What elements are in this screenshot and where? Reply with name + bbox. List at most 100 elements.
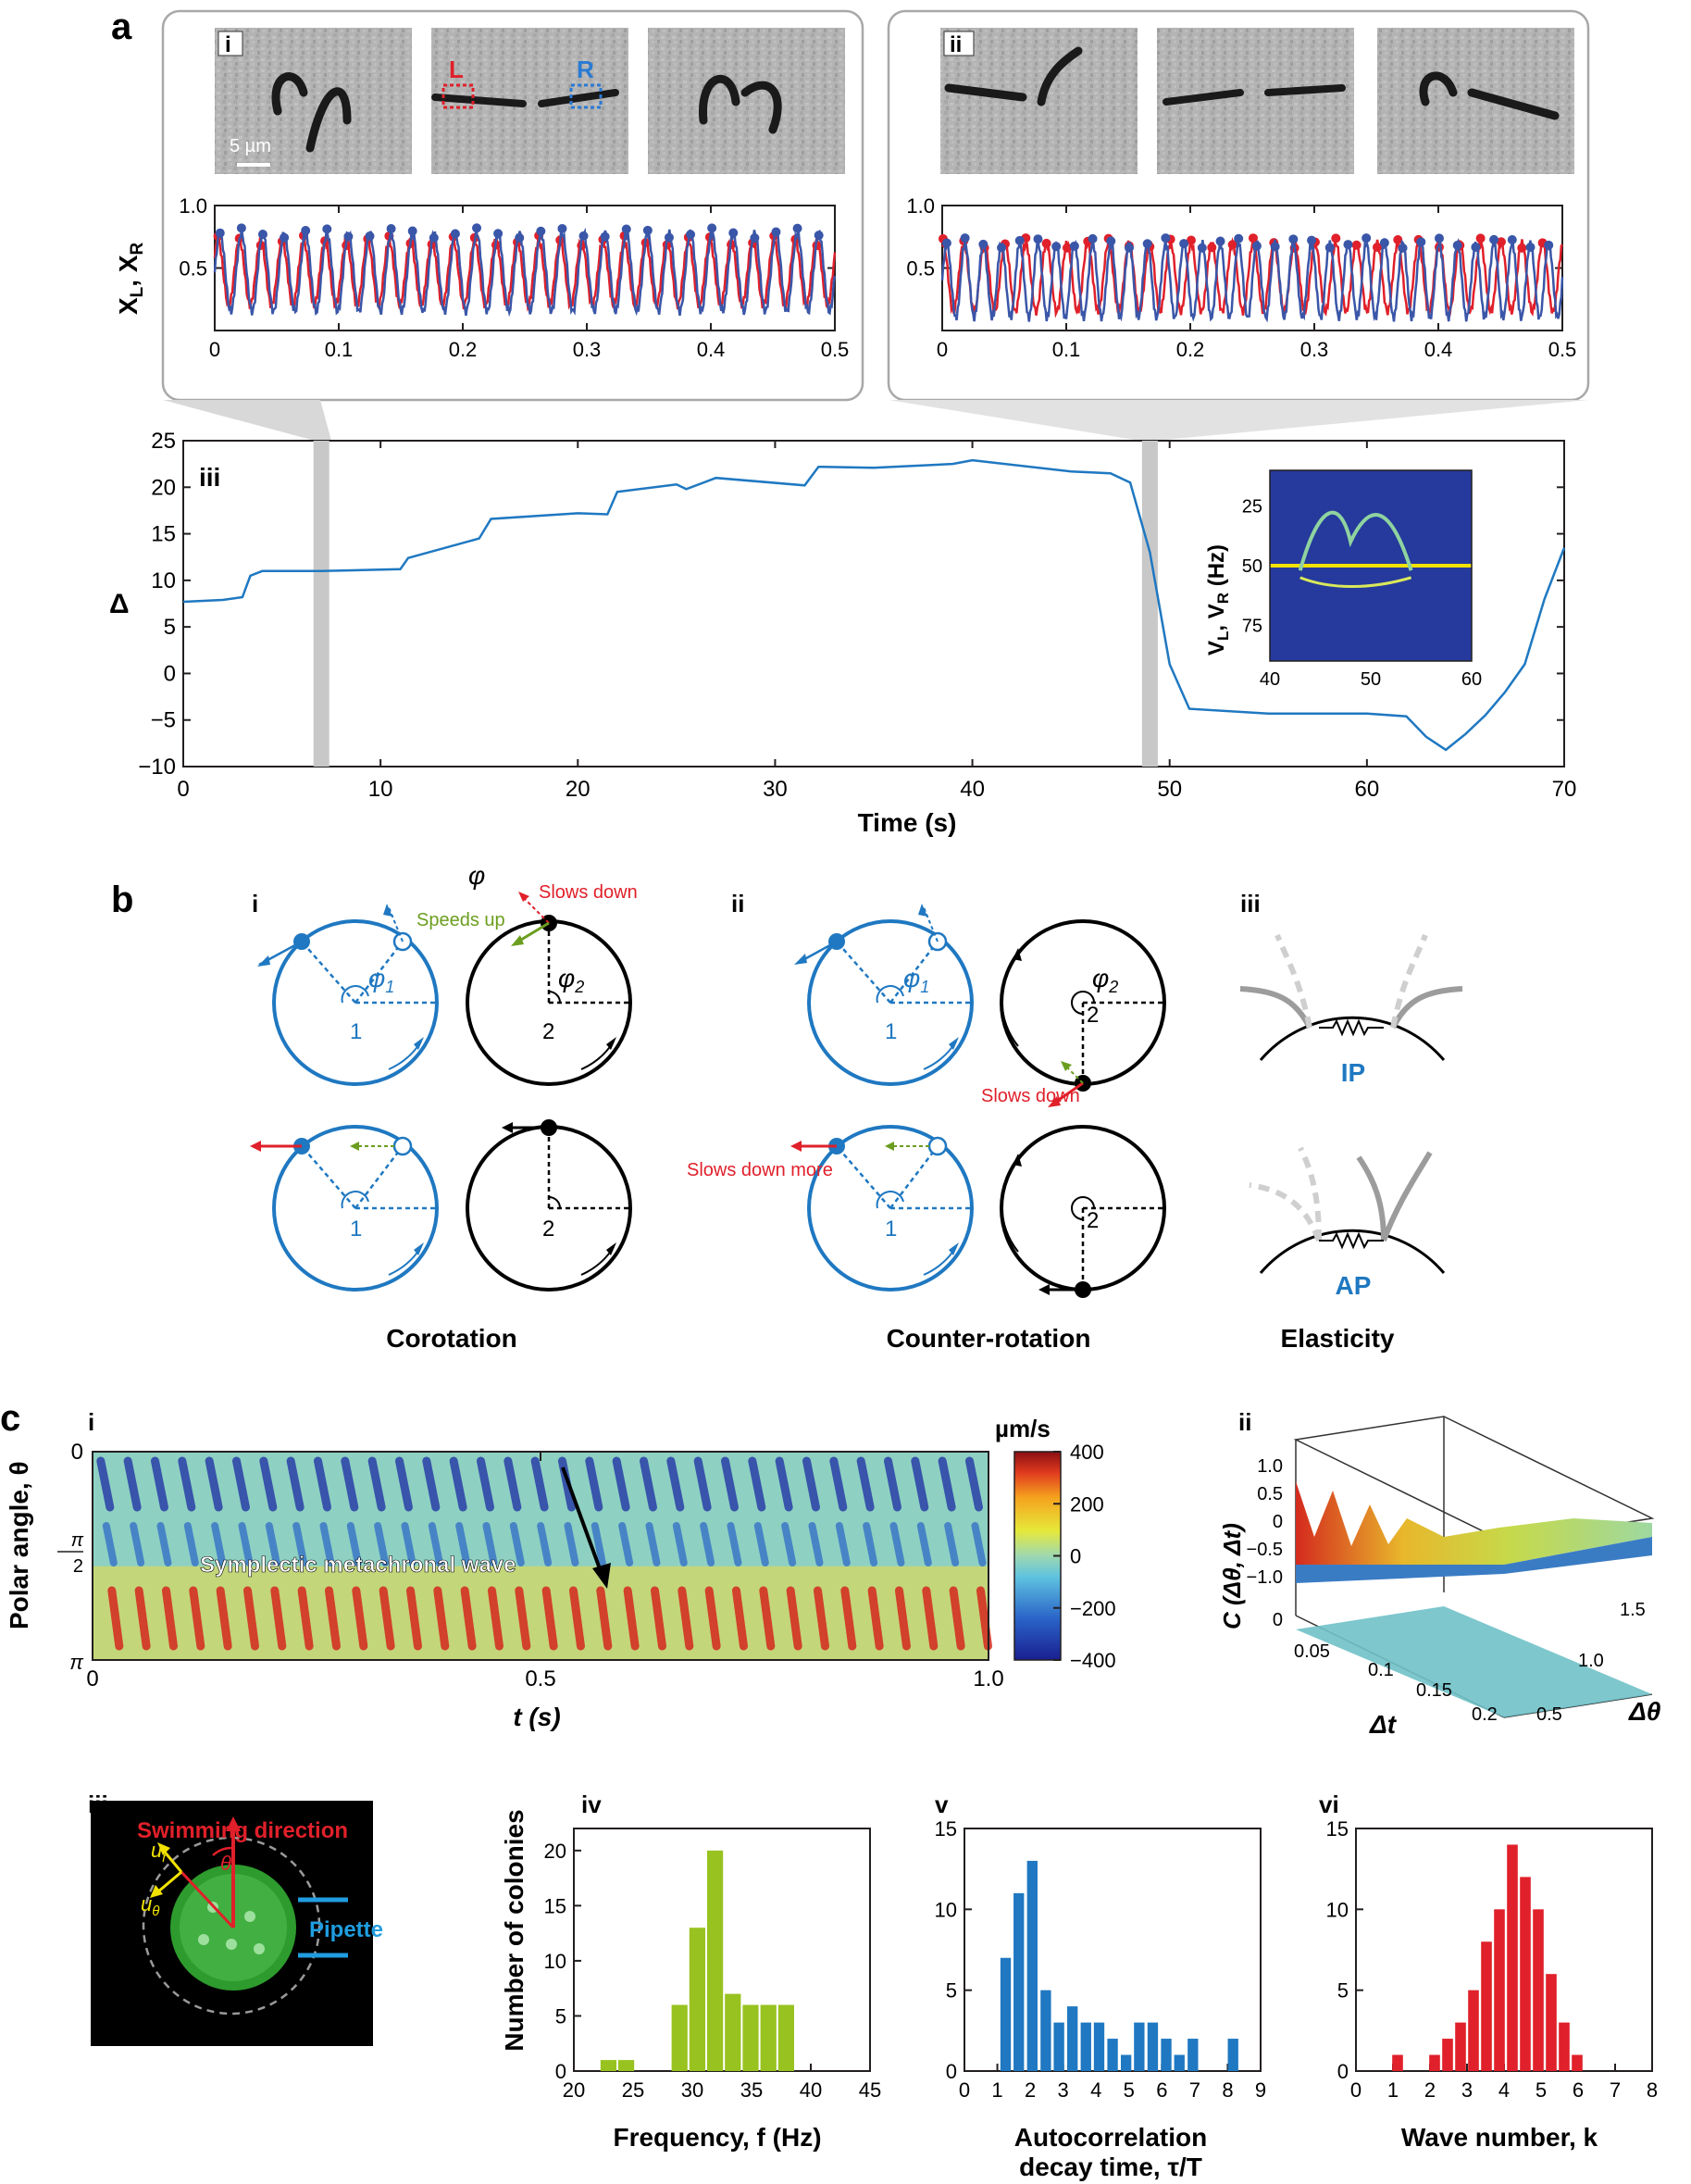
histogram-bar <box>1494 1909 1505 2071</box>
wave-stripe-negative <box>238 1522 254 1566</box>
peak-marker-left <box>814 231 824 241</box>
micrographs-ii: ii <box>940 28 1574 174</box>
histogram-bar <box>1187 2039 1199 2071</box>
wave-stripe-negative <box>835 1522 851 1566</box>
wave-stripe-negative <box>971 1522 987 1566</box>
peak-marker-left <box>1161 233 1171 243</box>
peak-marker-right <box>1517 243 1527 253</box>
wave-stripe-negative <box>292 1522 308 1566</box>
wave-stripe-positive <box>297 1586 314 1651</box>
svg-text:2: 2 <box>1087 1003 1099 1028</box>
x-tick-label: 0 <box>209 338 220 361</box>
peak-marker-left <box>1525 243 1536 253</box>
x-tick-label: 6 <box>1156 2078 1167 2102</box>
wave-stripe-negative <box>102 1522 118 1566</box>
scale-bar-label: 5 µm <box>230 136 271 156</box>
left-flagellum-box <box>441 83 475 109</box>
histogram-bar <box>1455 2022 1466 2071</box>
wave-stripe-negative <box>916 1522 932 1566</box>
wave-stripe-negative <box>346 1522 362 1566</box>
x-tick-label: 0.5 <box>1548 338 1577 361</box>
y-tick-label: 10 <box>544 1950 566 1973</box>
spectrogram-band <box>1298 510 1413 571</box>
panel-a: a L R i 5 µm <box>109 6 1590 837</box>
y-tick-label: 0 <box>71 1440 83 1465</box>
wave-stripe-positive <box>352 1586 368 1651</box>
histogram-bar <box>1120 2054 1132 2071</box>
wave-stripe-negative <box>781 1522 797 1566</box>
svg-text:1.0: 1.0 <box>1578 1651 1604 1671</box>
sub-label-c-ii: ii <box>1238 1408 1251 1436</box>
y-tick-label: 10 <box>935 1898 957 1921</box>
micrograph <box>1377 28 1574 174</box>
sub-label-b-ii: ii <box>731 890 744 917</box>
wave-stripe-positive <box>623 1586 640 1651</box>
wave-stripe-positive <box>379 1586 395 1651</box>
peak-marker-left <box>407 226 417 236</box>
sub-label-b-iii: iii <box>1240 890 1261 917</box>
y-tick-label: 20 <box>151 475 176 500</box>
speeds-up-label: Speeds up <box>417 910 505 930</box>
svg-text:0.05: 0.05 <box>1294 1641 1330 1662</box>
y-tick-label: −5 <box>151 708 176 733</box>
svg-text:φ2: φ2 <box>1092 964 1118 996</box>
histogram-bar <box>1481 1941 1492 2071</box>
histogram-bar <box>1147 2022 1159 2071</box>
peak-marker-left <box>1507 234 1517 244</box>
colorbar-tick-label: 0 <box>1070 1545 1081 1568</box>
cell-shape <box>1419 71 1560 120</box>
frequency-xlabel: Frequency, f (Hz) <box>613 2123 821 2152</box>
x-tick-label: 0 <box>177 777 189 802</box>
wave-stripe-negative <box>509 1522 525 1566</box>
wave-stripe-positive <box>731 1586 748 1651</box>
wave-stripe-positive <box>976 1586 992 1651</box>
wave-stripe-positive <box>405 1586 422 1651</box>
colorbar-tick-label: 200 <box>1070 1492 1104 1516</box>
wave-stripe-positive <box>840 1586 857 1651</box>
panel-label-c: c <box>0 1398 20 1439</box>
wave-stripe-negative <box>938 1456 956 1512</box>
histogram-bar <box>1227 2039 1238 2071</box>
ap-label: AP <box>1336 1271 1372 1300</box>
delta-ylabel: Δ <box>109 589 130 619</box>
callout-connector-i <box>163 400 331 441</box>
peak-marker-left <box>600 231 610 242</box>
x-tick-label: 0.2 <box>449 338 478 361</box>
wave-stripe-negative <box>265 1522 280 1566</box>
y-tick-label: 0 <box>1337 2060 1349 2083</box>
wave-stripe-negative <box>666 1456 685 1512</box>
histogram-bar <box>1174 2054 1185 2071</box>
histogram-bar <box>1053 2022 1064 2071</box>
x-tick-label: 0 <box>86 1666 98 1691</box>
wave-stripe-negative <box>530 1456 549 1512</box>
peak-marker-left <box>1106 236 1116 246</box>
x-tick-label: 3 <box>1058 2078 1069 2102</box>
decay-xlabel-line1: Autocorrelation <box>1014 2123 1207 2152</box>
wave-stripe-positive <box>515 1586 531 1651</box>
callout-connector-ii <box>889 400 1588 441</box>
x-tick-label: 50 <box>1157 777 1182 802</box>
histogram-bar <box>618 2060 635 2071</box>
peak-marker-left <box>1343 240 1353 250</box>
pipette-label: Pipette <box>309 1917 383 1942</box>
peak-marker-left <box>686 230 696 240</box>
wave-stripe-negative <box>693 1456 712 1512</box>
histogram-bar <box>1013 1892 1025 2071</box>
wave-stripe-negative <box>911 1456 929 1512</box>
histogram-bar <box>707 1850 724 2071</box>
y-tick-label: 5 <box>1337 1979 1349 2003</box>
histogram-bar <box>1559 2022 1570 2071</box>
peak-marker-left <box>1452 240 1462 250</box>
wave-stripe-positive <box>949 1586 965 1651</box>
peak-marker-left <box>322 224 332 234</box>
histogram-bar <box>689 1928 705 2071</box>
slows-down-label: Slows down <box>539 882 638 903</box>
y-tick-label: 1.0 <box>906 194 935 218</box>
wave-stripe-negative <box>183 1522 199 1566</box>
left-flagellum-label: L <box>449 56 464 83</box>
histogram-bar <box>1040 1990 1051 2071</box>
a-ylabel: XL, XR <box>114 242 147 315</box>
histogram-bar <box>1026 1860 1038 2071</box>
peak-marker-left <box>257 230 267 240</box>
